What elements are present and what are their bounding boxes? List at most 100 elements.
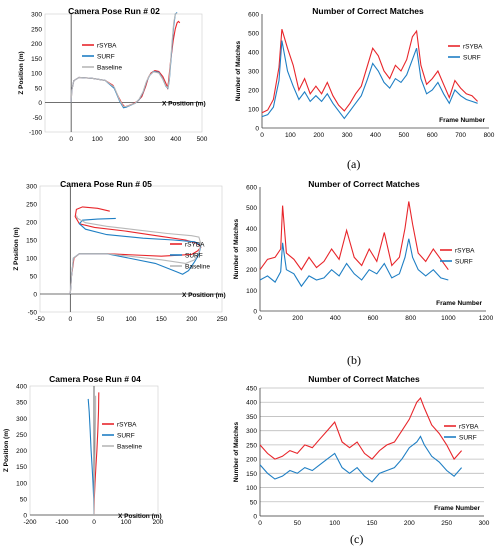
legend-label-surf: SURF	[463, 55, 481, 62]
y-tick-label: 400	[246, 400, 257, 407]
legend-label-rsyba: rSYBA	[185, 242, 205, 249]
x-tick-label: 200	[313, 132, 324, 139]
x-tick-label: 800	[405, 315, 416, 322]
x-tick-label: -50	[35, 316, 45, 323]
x-tick-label: 0	[92, 519, 96, 526]
y-tick-label: 100	[31, 71, 42, 78]
chart-title: Camera Pose Run # 02	[68, 6, 160, 16]
y-tick-label: 150	[246, 471, 257, 478]
chart-4: 0 100 200 300 400 500 600 0 200 400 600 800 1000 1200…	[233, 179, 494, 322]
y-tick-label: 200	[26, 220, 37, 227]
x-tick-label: 600	[427, 132, 438, 139]
chart-title: Number of Correct Matches	[312, 6, 424, 16]
series-line-baseline	[93, 395, 97, 515]
y-axis-label: Number of Matches	[233, 421, 240, 482]
series-line-surf	[259, 238, 449, 288]
y-tick-label: 200	[246, 267, 257, 274]
y-tick-label: 100	[248, 107, 259, 114]
y-tick-label: 500	[246, 205, 257, 212]
legend-label-surf: SURF	[117, 433, 135, 440]
x-axis-label: X Position (m)	[182, 292, 226, 299]
y-tick-label: 200	[248, 88, 259, 95]
x-tick-label: 300	[144, 136, 155, 143]
y-axis-label: Number of Matches	[233, 218, 240, 279]
y-tick-label: 150	[16, 464, 27, 471]
y-tick-label: 250	[31, 26, 42, 33]
y-axis-label: Number of Matches	[235, 40, 242, 101]
x-tick-label: 500	[197, 136, 208, 143]
y-tick-label: 400	[246, 226, 257, 233]
x-axis-label: X Position (m)	[162, 101, 206, 108]
y-tick-label: 300	[246, 247, 257, 254]
y-tick-label: 0	[255, 126, 259, 133]
x-tick-label: -200	[23, 519, 36, 526]
caption-c: (c)	[350, 532, 364, 546]
y-tick-label: 0	[253, 514, 257, 521]
y-tick-label: 150	[26, 238, 37, 245]
y-tick-label: 600	[248, 12, 259, 19]
y-tick-label: 50	[20, 496, 28, 503]
y-tick-label: 0	[33, 292, 37, 299]
x-tick-label: 200	[186, 316, 197, 323]
x-tick-label: 1200	[479, 315, 494, 322]
x-tick-label: 250	[217, 316, 228, 323]
x-tick-label: 100	[121, 519, 132, 526]
y-tick-label: 50	[30, 274, 38, 281]
x-tick-label: 700	[455, 132, 466, 139]
x-tick-label: 50	[97, 316, 105, 323]
x-tick-label: 50	[294, 520, 302, 527]
legend-label-baseline: Baseline	[117, 444, 142, 451]
legend-label-rsyba: rSYBA	[459, 424, 479, 431]
x-tick-label: 250	[441, 520, 452, 527]
y-tick-label: 500	[248, 31, 259, 38]
y-tick-label: 100	[16, 480, 27, 487]
y-tick-label: 250	[16, 432, 27, 439]
y-tick-label: 0	[23, 513, 27, 520]
y-tick-label: 450	[246, 386, 257, 393]
y-tick-label: 600	[246, 185, 257, 192]
chart-title: Number of Correct Matches	[308, 374, 420, 384]
y-tick-label: -100	[29, 130, 42, 137]
x-tick-label: 150	[367, 520, 378, 527]
plot-frame	[44, 13, 203, 133]
y-tick-label: 150	[31, 56, 42, 63]
x-tick-label: 0	[69, 316, 73, 323]
legend-label-rsyba: rSYBA	[97, 43, 117, 50]
y-tick-label: -50	[33, 115, 43, 122]
x-tick-label: 100	[329, 520, 340, 527]
chart-2: 0 100 200 300 400 500 600 0 100 200 300 400 500 600 70…	[235, 6, 495, 139]
legend-label-surf: SURF	[459, 435, 477, 442]
x-tick-label: 1000	[441, 315, 456, 322]
y-tick-label: 300	[31, 12, 42, 19]
y-tick-label: 200	[246, 457, 257, 464]
chart-6: 0 50 100 150 200 250 300 350 400 450 0 50 100 150 200 2…	[233, 374, 490, 527]
y-tick-label: 100	[26, 256, 37, 263]
x-tick-label: 0	[69, 136, 73, 143]
x-tick-label: 800	[484, 132, 495, 139]
series-line-surf	[261, 40, 478, 120]
legend-label-surf: SURF	[455, 259, 473, 266]
y-axis-label: Z Position (m)	[18, 51, 25, 94]
y-tick-label: 400	[16, 384, 27, 391]
caption-a: (a)	[347, 157, 361, 171]
chart-title: Camera Pose Run # 04	[49, 374, 141, 384]
legend-label-rsyba: rSYBA	[463, 44, 483, 51]
y-tick-label: 100	[246, 288, 257, 295]
y-axis-label: Z Position (m)	[3, 429, 10, 472]
x-tick-label: 200	[404, 520, 415, 527]
y-tick-label: 350	[16, 400, 27, 407]
legend-label-baseline: Baseline	[97, 65, 122, 72]
chart-1: -100 -50 0 50 100 150 200 250 300 0 100 200 300 400 50…	[18, 6, 208, 143]
series-line-baseline	[70, 12, 178, 108]
x-tick-label: 400	[170, 136, 181, 143]
x-tick-label: 0	[260, 132, 264, 139]
x-tick-label: 100	[285, 132, 296, 139]
series-line-surf	[259, 435, 463, 483]
x-axis-label: Frame Number	[439, 117, 485, 124]
x-tick-label: 400	[370, 132, 381, 139]
series-line-rsyba	[259, 201, 449, 271]
y-tick-label: -50	[28, 310, 38, 317]
x-tick-label: 100	[92, 136, 103, 143]
